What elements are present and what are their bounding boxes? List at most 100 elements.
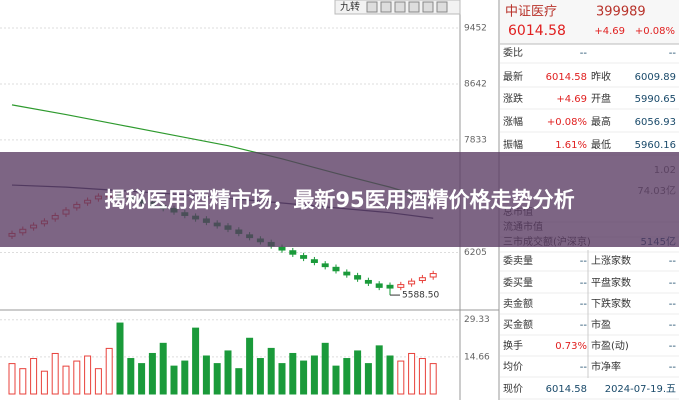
y-tick-label: 6205	[464, 248, 487, 258]
volume-bar	[19, 368, 27, 395]
candle-body	[343, 271, 351, 276]
volume-bar	[138, 363, 146, 395]
overlay: 揭秘医用酒精市场，最新95医用酒精价格走势分析	[0, 152, 679, 247]
row-value: +0.08%	[547, 117, 587, 128]
candle-body	[300, 255, 308, 259]
row-value: --	[669, 320, 677, 331]
row-label: 最新	[503, 70, 523, 83]
row-value: --	[580, 362, 588, 373]
row-value: --	[669, 256, 677, 267]
toolbar-label[interactable]: 九转	[340, 0, 360, 13]
volume-bar	[105, 347, 113, 395]
row-label: 委买量	[503, 276, 533, 289]
volume-bar	[213, 363, 221, 395]
volume-bar	[202, 355, 210, 395]
tool-icon[interactable]	[436, 1, 448, 13]
row-label: 最高	[591, 115, 611, 128]
row-value: 1.61%	[555, 140, 587, 151]
y-tick-label: 7833	[464, 135, 487, 145]
volume-bar	[159, 342, 167, 395]
tool-icon[interactable]	[366, 1, 378, 13]
volume-bar	[224, 350, 232, 395]
row-value: 6014.58	[546, 384, 587, 395]
row-value: --	[580, 256, 588, 267]
row-value: 0.73%	[555, 341, 587, 352]
volume-bar	[30, 358, 38, 395]
tool-icon[interactable]	[380, 1, 392, 13]
quote-pct: +0.08%	[635, 26, 675, 37]
row-value: 6009.89	[635, 72, 676, 83]
row-value: --	[669, 48, 677, 59]
row-label: 涨跌	[503, 92, 523, 105]
volume-bar	[94, 368, 102, 395]
volume-bar	[386, 355, 394, 395]
volume-bar	[73, 360, 81, 395]
index-code: 399989	[596, 5, 646, 20]
candle-body	[386, 284, 394, 289]
row-label: 均价	[503, 361, 523, 373]
volume-bar	[116, 322, 124, 395]
row-label: 换手	[503, 339, 523, 352]
volume-bar	[170, 365, 178, 395]
volume-bar	[181, 360, 189, 395]
volume-bar	[278, 363, 286, 395]
row-value: 6056.93	[635, 117, 676, 128]
row-value: --	[580, 299, 588, 310]
row-label: 卖金额	[503, 297, 533, 310]
candle-body	[354, 275, 362, 280]
row-value: 5960.16	[635, 140, 676, 151]
row-value: --	[669, 299, 677, 310]
index-name: 中证医疗	[505, 5, 557, 20]
candle-body	[418, 277, 426, 281]
candle-body	[310, 259, 318, 263]
volume-bar	[40, 370, 48, 395]
volume-bar	[310, 355, 318, 395]
volume-bar	[375, 345, 383, 395]
volume-bar	[354, 350, 362, 395]
volume-bar	[343, 358, 351, 395]
volume-bar	[62, 365, 70, 395]
row-label: 买金额	[503, 318, 533, 331]
row-label: 开盘	[591, 92, 611, 105]
candle-body	[397, 284, 405, 288]
row-value: 5990.65	[635, 94, 676, 105]
row-label: 振幅	[503, 138, 523, 151]
candle-body	[375, 283, 383, 288]
volume-bar	[321, 342, 329, 395]
volume-bar	[235, 368, 243, 395]
overlay-title: 揭秘医用酒精市场，最新95医用酒精价格走势分析	[104, 187, 575, 212]
volume-bar	[397, 360, 405, 395]
volume-tick-label: 29.33	[464, 315, 490, 325]
volume-bar	[429, 363, 437, 395]
y-tick-label: 9452	[464, 23, 487, 33]
row-label: 市盈(动)	[591, 339, 629, 352]
volume-bar	[289, 352, 297, 395]
row-label: 涨幅	[503, 115, 523, 128]
volume-bar	[408, 352, 416, 395]
volume-bar	[8, 363, 16, 395]
volume-bar	[148, 352, 156, 395]
tool-icon[interactable]	[394, 1, 406, 13]
low-label: 5588.50	[402, 291, 439, 301]
y-tick-label: 8642	[464, 79, 487, 89]
row-label: 现价	[503, 383, 523, 395]
candle-body	[332, 266, 340, 272]
row-label: 上涨家数	[591, 254, 631, 267]
volume-bar	[192, 327, 200, 395]
candle-body	[364, 279, 372, 284]
volume-bar	[267, 347, 275, 395]
tool-icon[interactable]	[408, 1, 420, 13]
row-label: 平盘家数	[591, 276, 631, 289]
quote-price: 6014.58	[508, 23, 566, 39]
row-value: 2024-07-19.五	[605, 384, 676, 395]
row-label: 委比	[503, 46, 523, 59]
volume-bar	[300, 360, 308, 395]
row-value: --	[669, 341, 677, 352]
candle-body	[289, 250, 297, 255]
tool-icon[interactable]	[422, 1, 434, 13]
candle-body	[429, 273, 437, 278]
row-value: +4.69	[556, 94, 587, 105]
volume-bar	[256, 358, 264, 395]
volume-bar	[246, 337, 254, 395]
volume-bar	[332, 365, 340, 395]
